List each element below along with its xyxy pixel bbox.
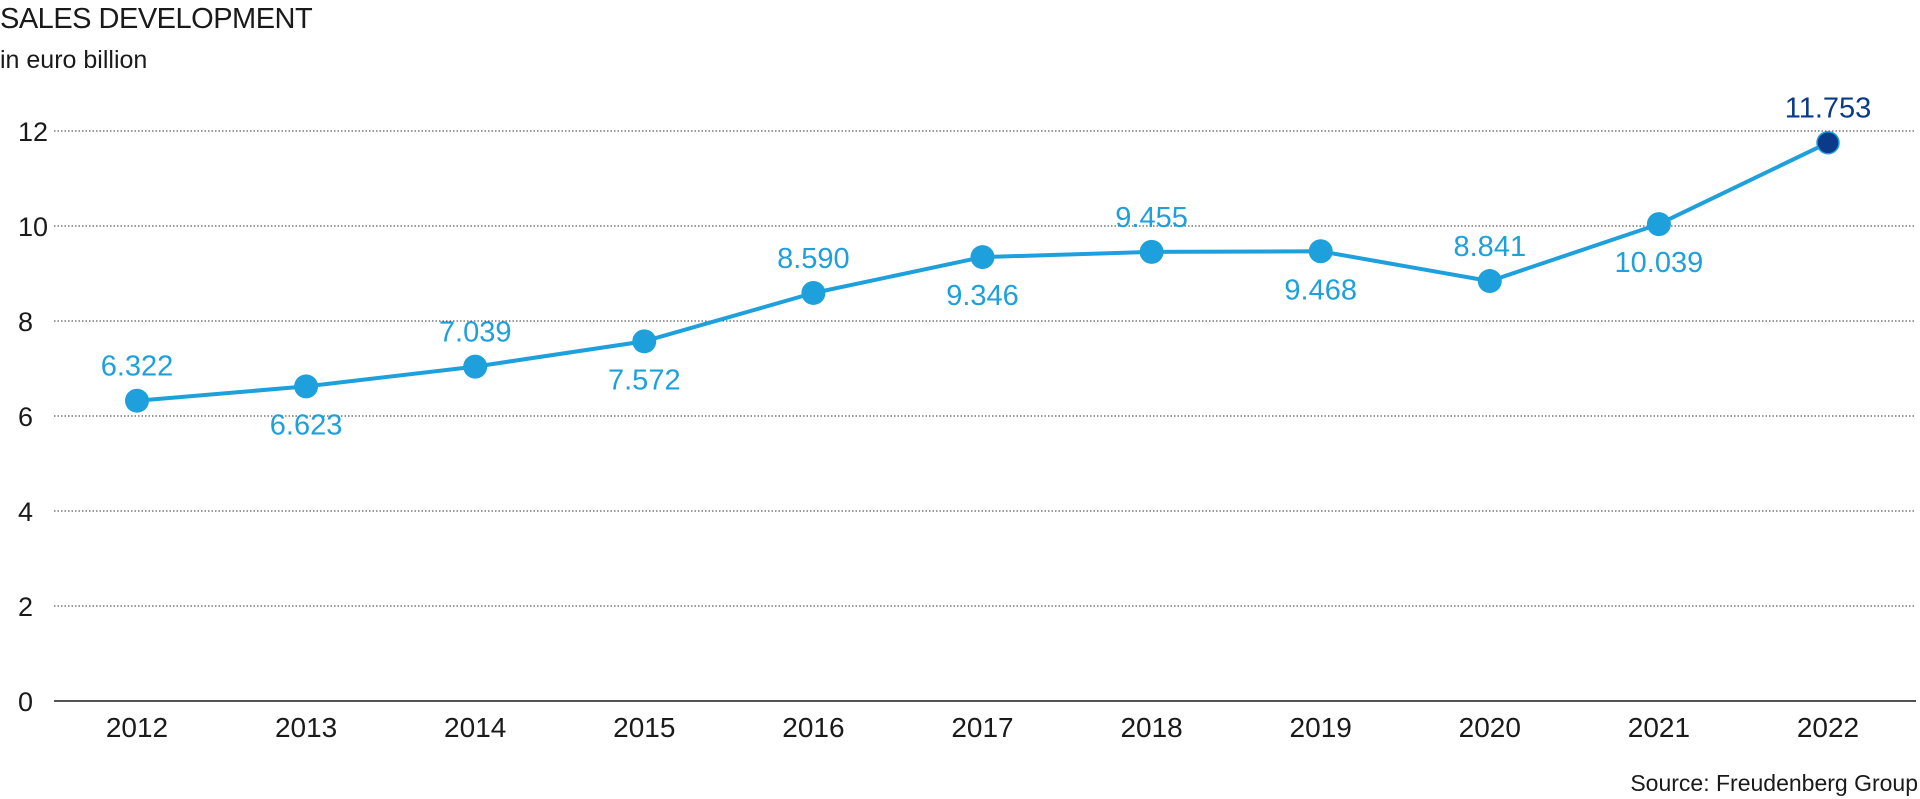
data-label: 6.322 xyxy=(101,351,174,383)
data-label: 6.623 xyxy=(270,409,343,441)
data-points xyxy=(125,130,1840,413)
x-tick-label: 2012 xyxy=(106,712,168,743)
y-axis-ticks: 0 2 4 6 8 10 12 xyxy=(18,117,48,717)
x-tick-label: 2016 xyxy=(782,712,844,743)
data-point xyxy=(463,354,488,379)
data-label: 9.346 xyxy=(946,280,1019,312)
x-tick-label: 2014 xyxy=(444,712,506,743)
x-tick-label: 2018 xyxy=(1120,712,1182,743)
data-label: 8.841 xyxy=(1454,231,1527,263)
y-tick-label: 12 xyxy=(18,117,48,147)
data-point xyxy=(294,374,319,399)
x-tick-label: 2015 xyxy=(613,712,675,743)
x-tick-label: 2020 xyxy=(1459,712,1521,743)
grid-layer xyxy=(54,130,1916,607)
series-line xyxy=(136,140,1829,403)
data-point xyxy=(1308,239,1333,264)
x-axis-ticks: 2012 2013 2014 2015 2016 2017 2018 2019 2020 2021… xyxy=(106,712,1859,743)
y-tick-label: 4 xyxy=(18,497,33,527)
data-point xyxy=(1139,239,1164,264)
data-point xyxy=(970,245,995,270)
data-point xyxy=(632,329,657,354)
x-tick-label: 2017 xyxy=(951,712,1013,743)
x-tick-label: 2021 xyxy=(1628,712,1690,743)
data-label: 7.572 xyxy=(608,364,681,396)
data-label: 9.455 xyxy=(1115,202,1188,234)
data-point xyxy=(801,280,826,305)
y-tick-label: 8 xyxy=(18,307,33,337)
data-label: 10.039 xyxy=(1615,247,1704,279)
x-tick-label: 2019 xyxy=(1290,712,1352,743)
x-tick-label: 2013 xyxy=(275,712,337,743)
data-point xyxy=(125,388,149,413)
x-tick-label: 2022 xyxy=(1797,712,1859,743)
y-tick-label: 10 xyxy=(18,212,48,242)
chart-title: SALES DEVELOPMENT xyxy=(0,3,313,35)
data-point-highlight xyxy=(1816,130,1840,155)
data-label: 8.590 xyxy=(777,243,850,275)
source-note: Source: Freudenberg Group xyxy=(1630,770,1918,796)
data-labels: 6.322 6.623 7.039 7.572 8.590 9.346 9.455 9.468… xyxy=(101,93,1872,442)
y-tick-label: 6 xyxy=(18,402,33,432)
data-label: 11.753 xyxy=(1785,93,1872,125)
chart-subtitle: in euro billion xyxy=(0,46,147,74)
data-point xyxy=(1646,212,1671,237)
y-tick-label: 2 xyxy=(18,592,33,622)
data-point xyxy=(1477,269,1502,294)
data-label: 9.468 xyxy=(1284,274,1357,306)
y-tick-label: 0 xyxy=(18,687,33,717)
data-label: 7.039 xyxy=(439,317,512,349)
